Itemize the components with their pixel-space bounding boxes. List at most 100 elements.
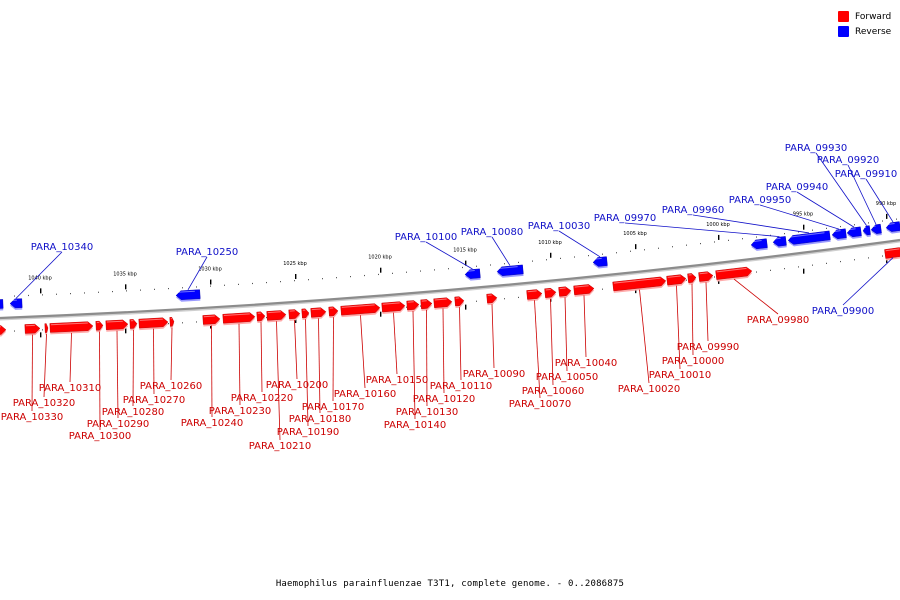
forward-gene-arrow-body — [49, 321, 94, 333]
forward-gene-arrow-body — [340, 303, 381, 316]
minor-tick-upper — [658, 247, 659, 249]
forward-gene-arrow-body — [310, 307, 327, 318]
minor-tick-upper — [364, 274, 365, 277]
reverse-gene-arrow — [772, 236, 787, 249]
reverse-gene-arrow — [592, 256, 608, 269]
reverse-gene-arrow-highlight — [832, 230, 841, 233]
reverse-gene-arrow-body — [9, 298, 23, 309]
scale-tick-upper — [635, 244, 637, 250]
minor-tick-lower — [504, 298, 505, 300]
forward-gene-connector — [733, 278, 779, 315]
forward-gene-connector — [99, 331, 101, 431]
legend-item-reverse: Reverse — [838, 24, 891, 39]
forward-gene-label: PARA_10070 — [509, 399, 571, 410]
forward-gene-arrow — [138, 317, 169, 331]
minor-tick-lower — [196, 321, 197, 323]
forward-gene-arrow — [266, 310, 287, 323]
forward-gene-label: PARA_10110 — [430, 381, 492, 392]
scale-tick-lower — [295, 317, 297, 323]
forward-gene-arrow — [666, 274, 687, 288]
scale-tick-lower — [40, 332, 42, 338]
minor-tick-upper — [336, 277, 337, 279]
minor-tick-upper — [448, 268, 449, 270]
forward-gene-label: PARA_10050 — [536, 372, 598, 383]
minor-tick-upper — [280, 281, 281, 283]
forward-gene-label: PARA_10150 — [366, 375, 428, 386]
forward-gene-connector — [238, 323, 241, 406]
minor-tick-upper — [630, 250, 631, 252]
forward-gene-arrow-body — [288, 309, 301, 320]
reverse-gene-label: PARA_10080 — [461, 227, 523, 238]
minor-tick-upper — [546, 259, 547, 261]
forward-gene-connector — [294, 320, 298, 380]
forward-gene-connector — [332, 317, 334, 402]
forward-gene-arrow — [44, 323, 49, 335]
scale-tick-lower — [465, 304, 467, 310]
forward-gene-arrow — [169, 317, 175, 329]
minor-tick-upper — [840, 225, 841, 228]
forward-gene-label: PARA_10140 — [384, 420, 446, 431]
forward-gene-connector — [43, 334, 47, 398]
reverse-gene-label: PARA_10250 — [176, 247, 238, 258]
scale-tick-label: 1015 kbp — [453, 248, 477, 254]
minor-tick-upper — [350, 276, 351, 278]
forward-gene-arrow-body — [95, 320, 104, 331]
minor-tick-upper — [238, 283, 239, 285]
forward-gene-arrow — [573, 284, 595, 297]
reverse-gene-arrow-body — [831, 228, 847, 240]
reverse-gene-label: PARA_09940 — [766, 182, 828, 193]
scale-tick-label: 1035 kbp — [113, 271, 137, 277]
forward-gene-arrow-highlight — [613, 277, 661, 284]
reverse-gene-arrow — [175, 289, 201, 302]
forward-gene-connector — [564, 297, 568, 372]
minor-tick-upper — [406, 271, 407, 273]
forward-gene-label: PARA_10220 — [231, 393, 293, 404]
minor-tick-upper — [784, 233, 785, 235]
forward-gene-arrow — [202, 314, 221, 327]
forward-gene-connector — [260, 322, 263, 393]
scale-tick-upper — [803, 224, 805, 230]
forward-gene-label: PARA_10180 — [289, 414, 351, 425]
forward-gene-arrow-body — [266, 310, 287, 321]
genome-caption: Haemophilus parainfluenzae T3T1, complet… — [275, 579, 625, 589]
reverse-gene-label: PARA_09920 — [817, 155, 879, 166]
forward-gene-arrow-body — [169, 317, 175, 327]
forward-gene-arrow — [486, 293, 498, 306]
minor-tick-upper — [742, 238, 743, 240]
minor-tick-upper — [168, 287, 169, 290]
reverse-gene-arrow-body — [464, 268, 481, 279]
minor-tick-upper — [56, 293, 57, 295]
forward-gene-arrow-body — [558, 286, 572, 297]
reverse-gene-arrow-body — [175, 289, 201, 300]
scale-tick-lower — [380, 311, 382, 317]
forward-gene-arrow-highlight — [223, 313, 250, 316]
forward-gene-connector — [170, 327, 173, 381]
reverse-gene-arrow-body — [885, 221, 900, 232]
forward-gene-label: PARA_10290 — [87, 419, 149, 430]
minor-tick-upper — [714, 241, 715, 243]
forward-gene-arrow — [49, 321, 94, 335]
minor-tick-upper — [182, 287, 183, 289]
backbone-shadow — [0, 239, 900, 321]
forward-gene-label: PARA_10020 — [618, 384, 680, 395]
reverse-gene-arrow — [870, 223, 882, 236]
minor-tick-lower — [14, 330, 15, 332]
strand-legend: Forward Reverse — [838, 9, 891, 39]
scale-tick-upper — [295, 273, 297, 279]
forward-gene-arrow-highlight — [527, 290, 537, 293]
scale-tick-upper — [40, 288, 42, 294]
forward-gene-connector — [550, 298, 554, 386]
minor-tick-lower — [168, 322, 169, 325]
forward-gene-arrow-highlight — [341, 304, 375, 308]
forward-gene-connector — [360, 315, 366, 389]
forward-gene-label: PARA_10190 — [277, 427, 339, 438]
reverse-gene-label: PARA_09960 — [662, 205, 724, 216]
minor-tick-upper — [322, 278, 323, 280]
forward-gene-arrow-body — [301, 308, 310, 319]
forward-gene-connector — [442, 308, 445, 394]
forward-gene-label: PARA_10200 — [266, 380, 328, 391]
forward-gene-arrow-highlight — [203, 315, 215, 318]
minor-tick-upper — [868, 222, 869, 224]
scale-tick-lower — [886, 257, 888, 263]
minor-tick-upper — [70, 293, 71, 295]
